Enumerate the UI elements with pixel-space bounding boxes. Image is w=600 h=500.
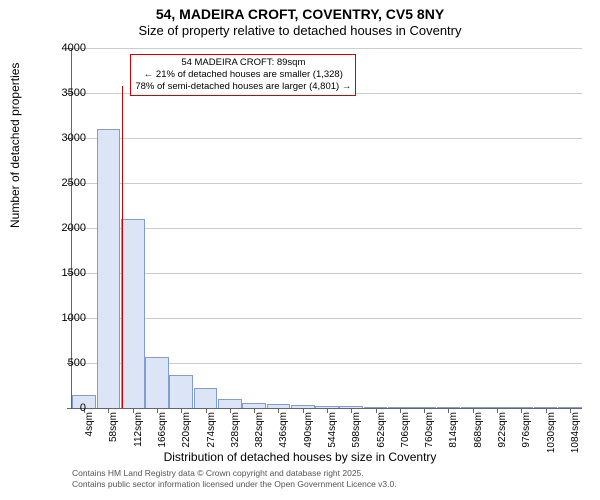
x-tick-label: 382sqm (254, 412, 265, 460)
x-tick-label: 436sqm (278, 412, 289, 460)
y-tick-label: 3500 (36, 87, 86, 99)
title-sub: Size of property relative to detached ho… (0, 23, 600, 38)
gridline (72, 318, 582, 319)
x-tick-label: 976sqm (521, 412, 532, 460)
callout-line: 54 MADEIRA CROFT: 89sqm (135, 57, 351, 69)
bar (145, 357, 169, 408)
x-tick-label: 544sqm (327, 412, 338, 460)
y-tick-label: 3000 (36, 132, 86, 144)
x-tick-label: 868sqm (473, 412, 484, 460)
bar (121, 219, 145, 408)
x-tick-label: 814sqm (448, 412, 459, 460)
x-tick-label: 274sqm (206, 412, 217, 460)
callout-line: ← 21% of detached houses are smaller (1,… (135, 69, 351, 81)
title-main: 54, MADEIRA CROFT, COVENTRY, CV5 8NY (0, 6, 600, 22)
attribution: Contains HM Land Registry data © Crown c… (72, 468, 397, 489)
gridline (72, 273, 582, 274)
bar (218, 399, 242, 408)
attribution-line2: Contains public sector information licen… (72, 479, 397, 490)
gridline (72, 183, 582, 184)
x-tick-label: 706sqm (400, 412, 411, 460)
title-block: 54, MADEIRA CROFT, COVENTRY, CV5 8NY Siz… (0, 0, 600, 38)
x-tick-label: 1030sqm (546, 412, 557, 460)
attribution-line1: Contains HM Land Registry data © Crown c… (72, 468, 397, 479)
x-tick-label: 112sqm (133, 412, 144, 460)
gridline (72, 48, 582, 49)
x-tick-label: 652sqm (376, 412, 387, 460)
y-tick-label: 0 (36, 402, 86, 414)
x-tick-label: 328sqm (230, 412, 241, 460)
marker-line (122, 86, 123, 408)
x-tick-label: 922sqm (497, 412, 508, 460)
x-tick-label: 220sqm (181, 412, 192, 460)
gridline (72, 138, 582, 139)
y-tick-label: 2500 (36, 177, 86, 189)
x-tick-label: 598sqm (351, 412, 362, 460)
callout-line: 78% of semi-detached houses are larger (… (135, 81, 351, 93)
y-tick-label: 4000 (36, 42, 86, 54)
bar (97, 129, 121, 408)
gridline (72, 228, 582, 229)
x-tick-label: 1084sqm (570, 412, 581, 460)
x-tick-label: 58sqm (108, 412, 119, 460)
y-tick-label: 2000 (36, 222, 86, 234)
chart-area: 54 MADEIRA CROFT: 89sqm← 21% of detached… (72, 48, 582, 408)
marker-callout: 54 MADEIRA CROFT: 89sqm← 21% of detached… (130, 54, 356, 96)
y-tick-label: 500 (36, 357, 86, 369)
y-tick-label: 1000 (36, 312, 86, 324)
y-axis-label: Number of detached properties (8, 63, 22, 228)
x-tick-label: 760sqm (424, 412, 435, 460)
bar (194, 388, 218, 408)
y-tick-label: 1500 (36, 267, 86, 279)
x-tick-label: 490sqm (303, 412, 314, 460)
x-tick-label: 166sqm (157, 412, 168, 460)
bar (169, 375, 193, 408)
x-tick-label: 4sqm (84, 412, 95, 460)
